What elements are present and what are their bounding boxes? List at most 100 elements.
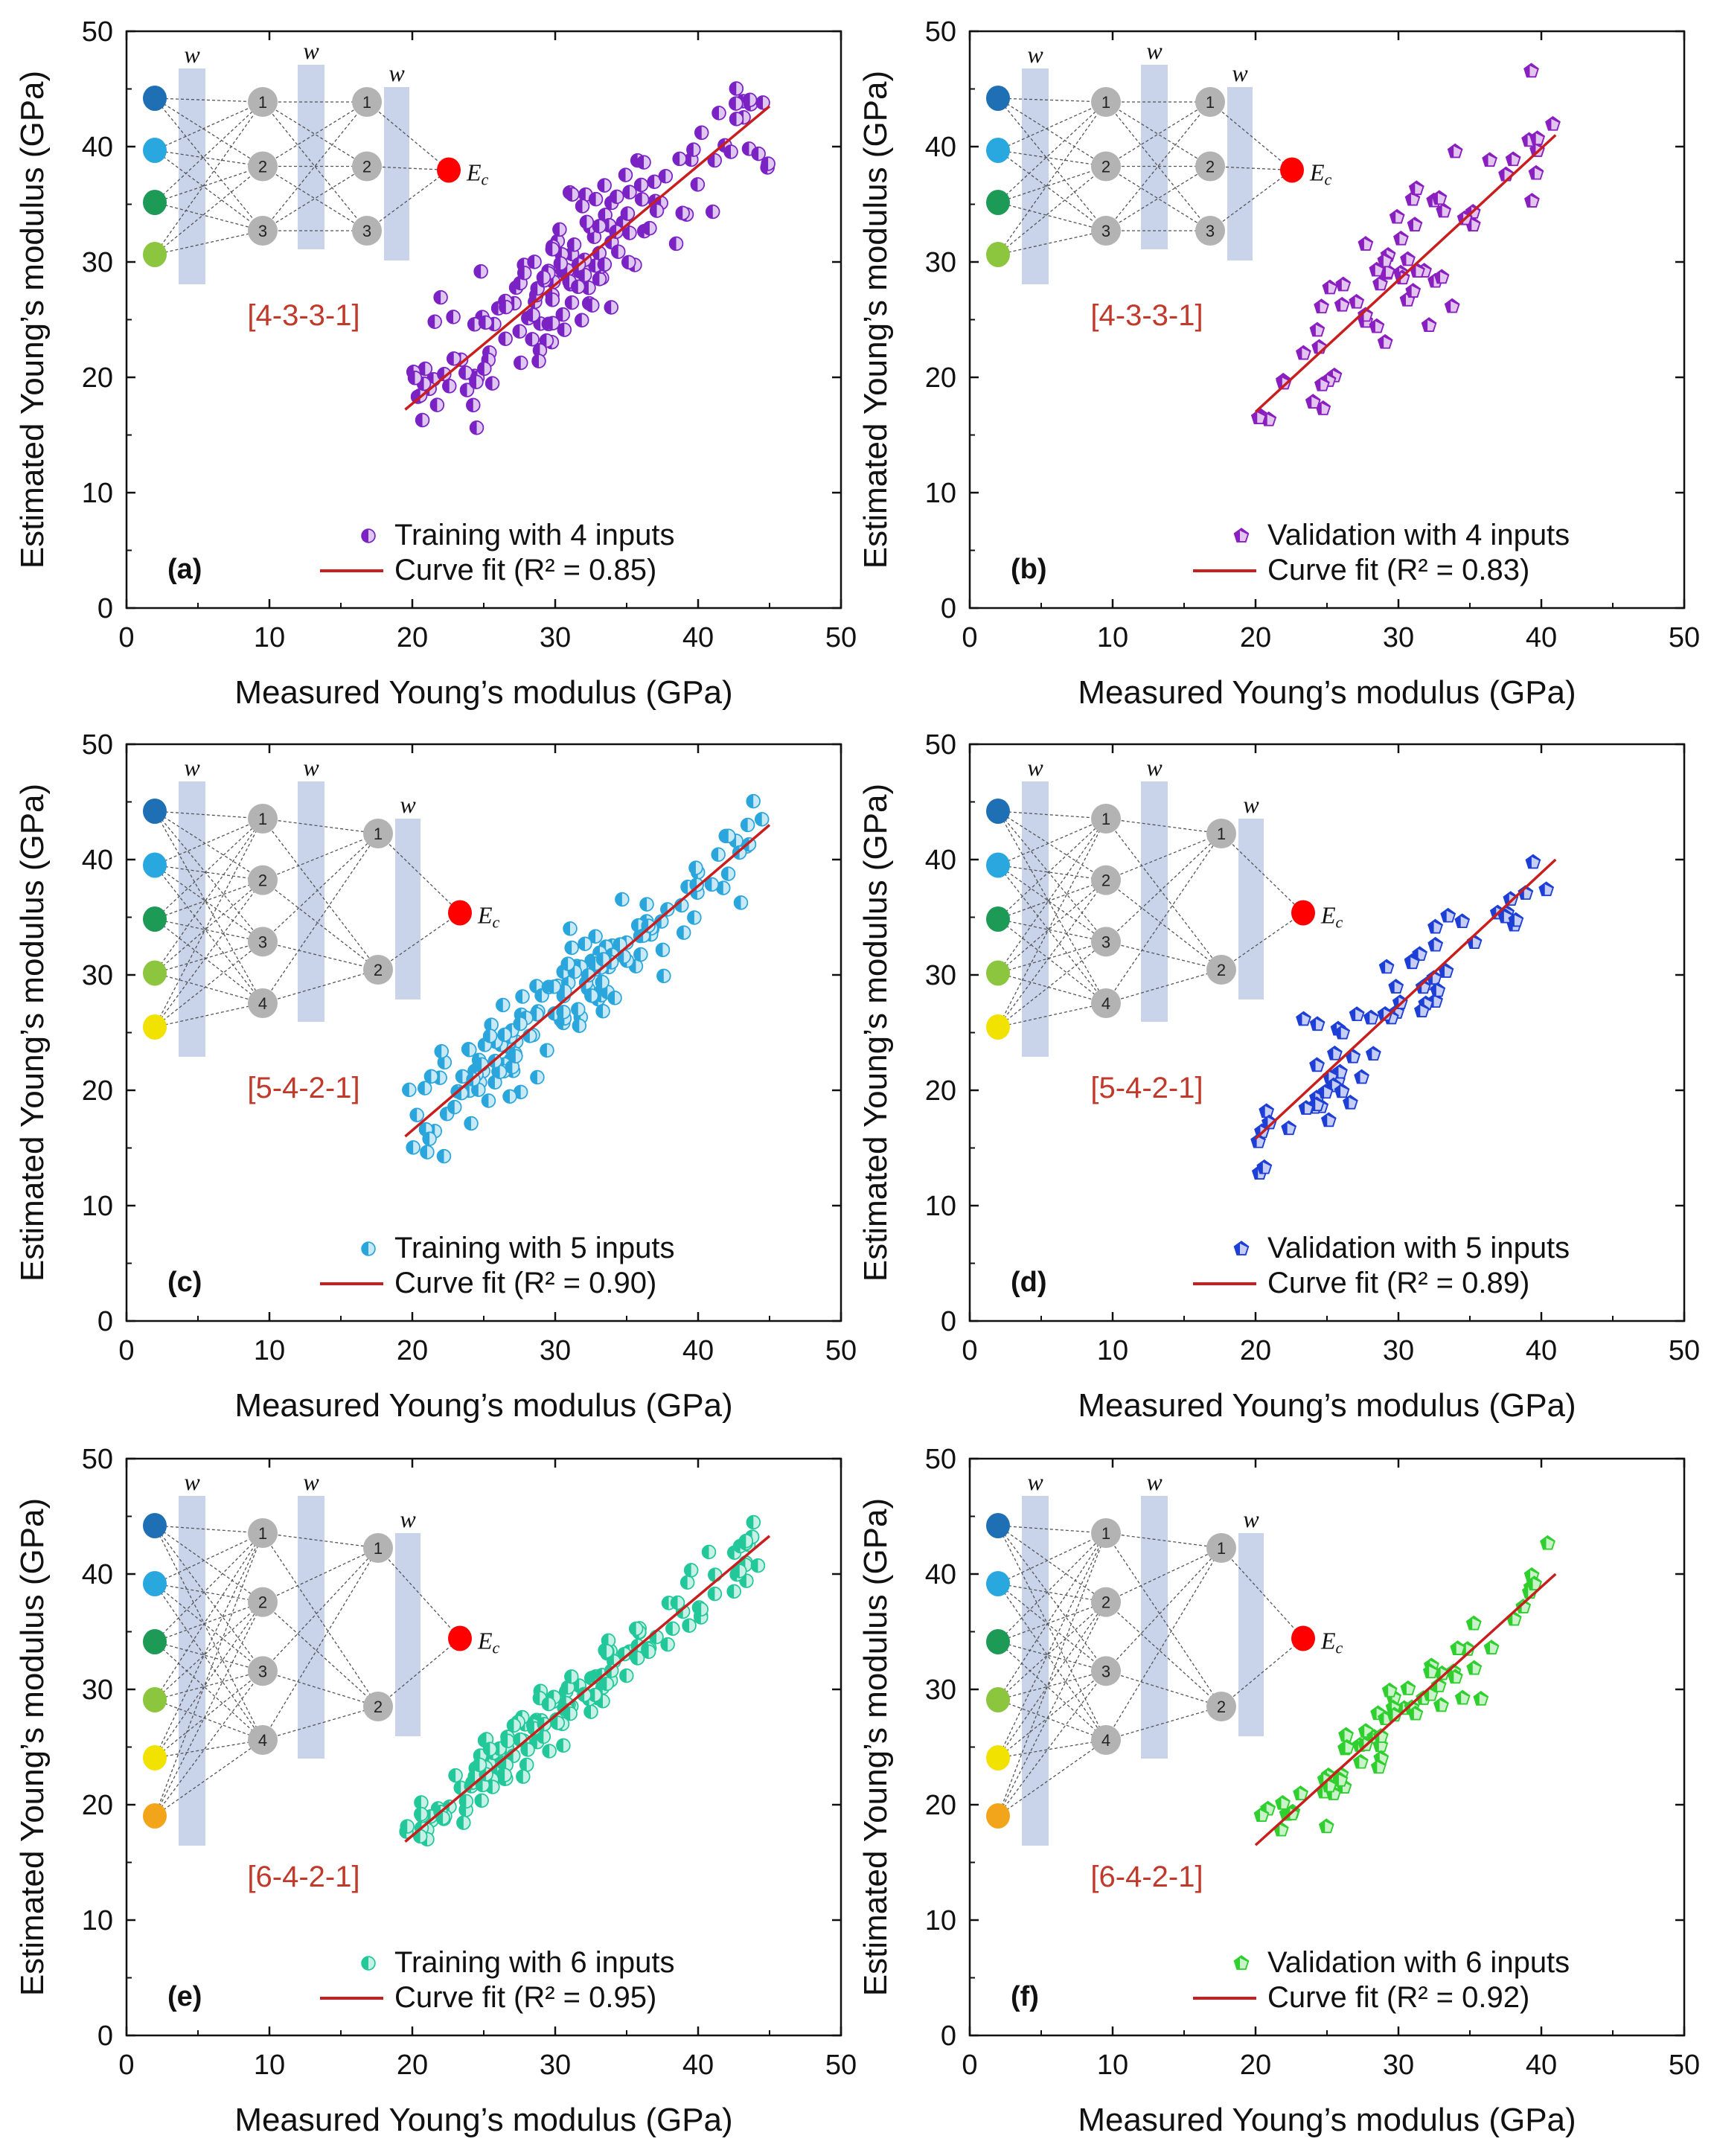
- hidden1-node-label: 3: [258, 1662, 267, 1680]
- y-tick-label: 50: [925, 729, 956, 761]
- x-axis-label: Measured Young’s modulus (GPa): [234, 2102, 732, 2138]
- hidden2-node-label: 2: [1217, 961, 1226, 979]
- weight-band-3: [384, 87, 409, 260]
- input-node-2: [143, 852, 167, 878]
- input-node-1: [143, 799, 167, 824]
- x-tick-label: 40: [682, 1335, 714, 1366]
- input-node-3: [986, 190, 1010, 215]
- panel-f: 00 10 10 20 20 30 30 40 40 50 50 Measured Young’s m…: [857, 1444, 1700, 2138]
- x-tick-label: 40: [1526, 1335, 1557, 1366]
- x-tick-label: 30: [1383, 1335, 1414, 1366]
- hidden2-node-label: 1: [374, 1539, 383, 1558]
- x-tick-label: 0: [118, 1335, 134, 1366]
- input-node-4: [143, 1687, 167, 1712]
- input-node-1: [986, 1513, 1010, 1538]
- x-tick-label: 10: [254, 622, 285, 653]
- weight-band-2: [1141, 1496, 1168, 1759]
- output-label: Ec: [477, 902, 500, 932]
- output-node: [1280, 157, 1304, 183]
- weight-symbol-2: w: [303, 37, 319, 64]
- hidden2-node-2: [363, 955, 393, 985]
- hidden2-node-label: 1: [1217, 1539, 1226, 1558]
- hidden2-node-1: [352, 87, 382, 117]
- y-tick-label: 40: [925, 1559, 956, 1590]
- y-tick-label: 10: [925, 478, 956, 509]
- output-label-subscript: c: [493, 913, 500, 932]
- input-node-2: [143, 138, 167, 163]
- x-tick-label: 50: [825, 622, 857, 653]
- y-axis-label: Estimated Young’s modulus (GPa): [857, 784, 894, 1282]
- y-tick-label: 10: [82, 1191, 113, 1222]
- weight-band-3: [1238, 819, 1264, 999]
- y-tick-label: 0: [97, 2021, 113, 2052]
- panel-tag: (a): [167, 554, 202, 585]
- legend-fit-label: Curve fit (R² = 0.85): [394, 554, 656, 586]
- hidden2-node-3: [1195, 216, 1225, 246]
- y-tick-label: 50: [82, 729, 113, 761]
- hidden1-node-label: 2: [258, 158, 267, 176]
- hidden2-node-1: [1195, 87, 1225, 117]
- hidden1-node-label: 1: [1101, 1524, 1110, 1543]
- legend-points-label: Validation with 5 inputs: [1267, 1232, 1570, 1264]
- panel-b: 00 10 10 20 20 30 30 40 40 50 50 Measured Young’s m…: [857, 16, 1700, 711]
- hidden1-node-label: 1: [1101, 93, 1110, 112]
- x-tick-label: 50: [1669, 2050, 1700, 2081]
- weight-symbol-1: w: [1027, 754, 1043, 781]
- panel-tag: (f): [1011, 1981, 1039, 2012]
- output-label: Ec: [1309, 159, 1332, 189]
- input-node-1: [986, 86, 1010, 111]
- hidden1-node-3: [1091, 216, 1121, 246]
- hidden2-node-label: 1: [1206, 93, 1215, 112]
- hidden1-node-label: 4: [258, 994, 267, 1013]
- y-tick-label: 30: [925, 1674, 956, 1706]
- y-tick-label: 40: [82, 132, 113, 163]
- output-label-subscript: c: [1325, 170, 1332, 189]
- x-tick-label: 30: [1383, 2050, 1414, 2081]
- scatter-series: [402, 793, 770, 1164]
- hidden1-node-3: [248, 927, 278, 957]
- legend-fit-label: Curve fit (R² = 0.89): [1267, 1267, 1529, 1299]
- panel-a: 00 10 10 20 20 30 30 40 40 50 50 Measured Young’s m…: [14, 16, 857, 711]
- legend-points-label: Training with 6 inputs: [394, 1946, 674, 1979]
- hidden1-node-4: [248, 988, 278, 1018]
- weight-band-1: [179, 1496, 205, 1846]
- hidden2-node-label: 3: [1206, 222, 1215, 240]
- hidden1-node-2: [1091, 1587, 1121, 1617]
- hidden1-node-label: 3: [258, 222, 267, 240]
- hidden2-node-label: 2: [1206, 158, 1215, 176]
- y-axis-label: Estimated Young’s modulus (GPa): [857, 1498, 894, 1996]
- input-node-4: [143, 242, 167, 267]
- y-tick-label: 0: [941, 2021, 956, 2052]
- input-node-2: [986, 138, 1010, 163]
- hidden1-node-label: 4: [1101, 1731, 1110, 1750]
- architecture-label: [4-3-3-1]: [247, 299, 359, 332]
- input-node-1: [986, 799, 1010, 824]
- y-tick-label: 0: [97, 1306, 113, 1337]
- weight-band-3: [395, 1533, 420, 1736]
- x-axis-label: Measured Young’s modulus (GPa): [1078, 674, 1576, 711]
- hidden2-node-label: 1: [1217, 825, 1226, 843]
- input-node-3: [143, 190, 167, 215]
- hidden2-node-label: 2: [374, 1698, 383, 1716]
- weight-band-1: [179, 781, 205, 1057]
- architecture-label: [6-4-2-1]: [1090, 1861, 1203, 1893]
- input-node-5: [143, 1014, 167, 1040]
- y-axis-label: Estimated Young’s modulus (GPa): [14, 784, 51, 1282]
- output-node: [1291, 900, 1315, 926]
- hidden2-node-2: [1206, 1692, 1236, 1721]
- weight-symbol-3: w: [1243, 1506, 1259, 1532]
- y-axis-label: Estimated Young’s modulus (GPa): [14, 71, 51, 569]
- x-tick-label: 50: [1669, 622, 1700, 653]
- x-tick-label: 10: [1097, 622, 1128, 653]
- y-tick-label: 40: [82, 845, 113, 876]
- input-node-2: [986, 852, 1010, 878]
- x-tick-label: 20: [1240, 1335, 1271, 1366]
- hidden2-node-2: [352, 151, 382, 182]
- y-tick-label: 0: [97, 593, 113, 624]
- output-node: [1291, 1625, 1315, 1651]
- y-tick-label: 50: [82, 16, 113, 48]
- hidden1-node-label: 1: [258, 1524, 267, 1543]
- weight-symbol-2: w: [1146, 754, 1163, 781]
- x-axis-label: Measured Young’s modulus (GPa): [234, 674, 732, 711]
